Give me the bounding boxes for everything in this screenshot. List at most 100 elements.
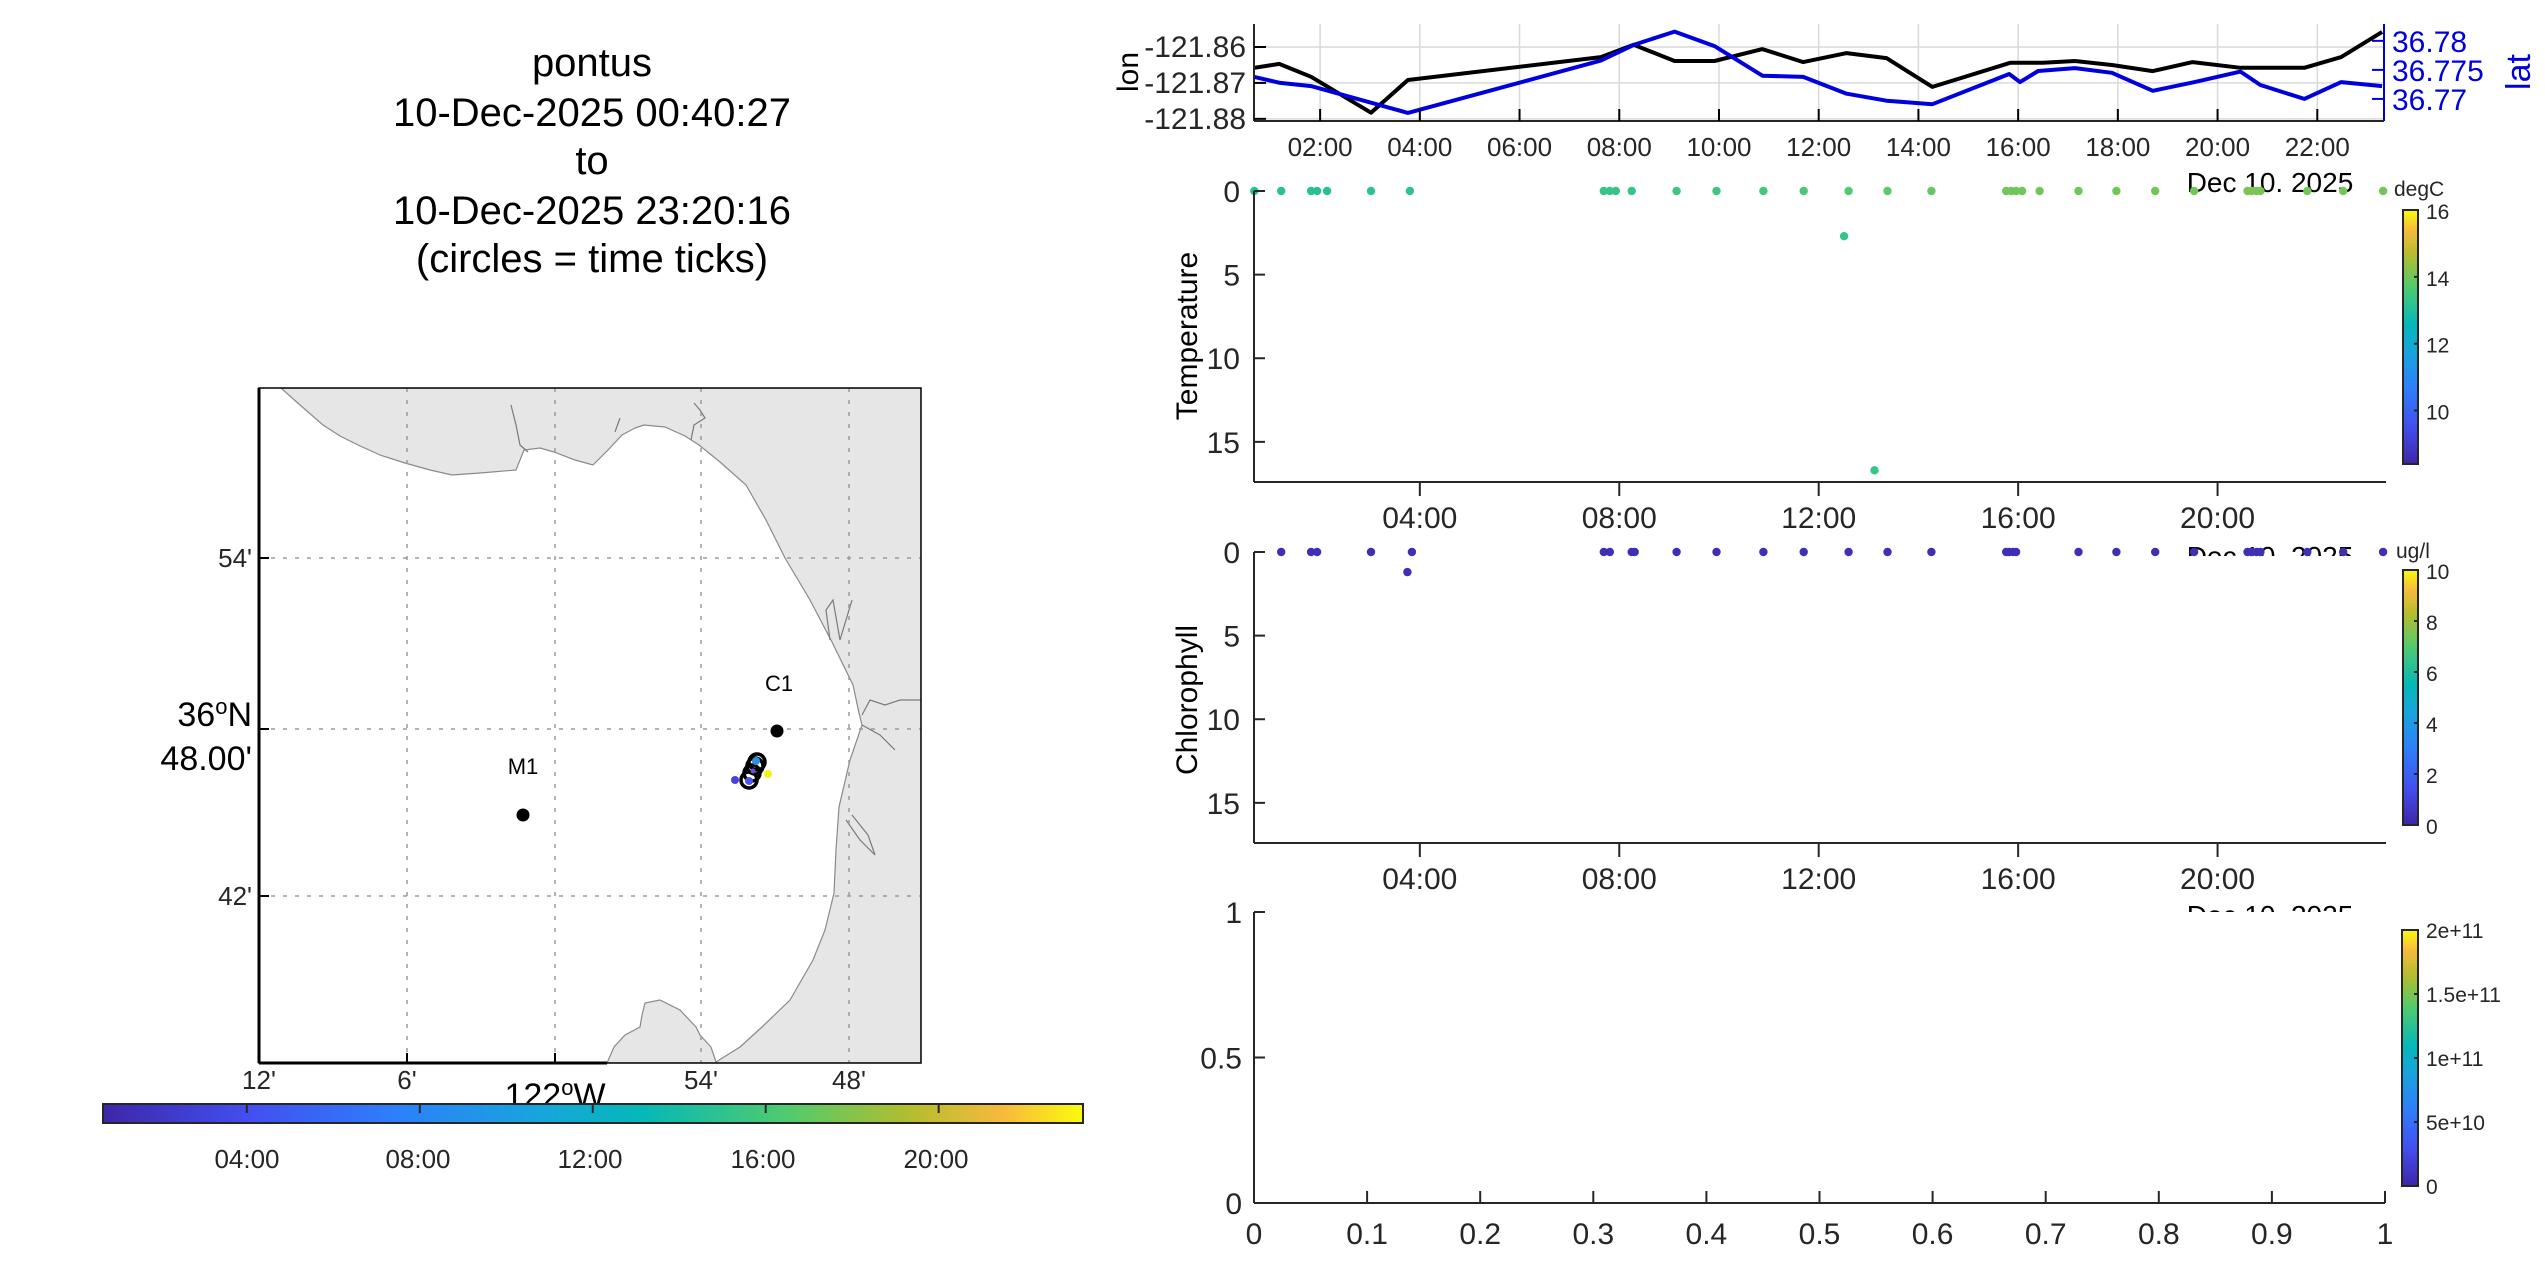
colorbar-tick-label: 12 [2426, 335, 2449, 358]
x-tick-label: 0.6 [1912, 1218, 1954, 1251]
map-lat-center-min: 48.00' [160, 740, 252, 778]
track-point [752, 757, 760, 765]
lon-axis-label: lon [1112, 52, 1145, 92]
time-tick-label: 06:00 [1487, 132, 1552, 162]
chlorophyll-colorbar [2402, 569, 2419, 826]
data-point [1366, 547, 1376, 557]
data-point [1322, 186, 1332, 196]
lon-tick-label: -121.88 [1144, 103, 1246, 136]
data-point [1630, 547, 1639, 557]
data-point [2303, 186, 2312, 196]
x-tick-label: 08:00 [1582, 502, 1657, 535]
data-point [1312, 186, 1322, 196]
time-tick-label: 20:00 [2185, 132, 2250, 162]
data-point [2378, 186, 2388, 196]
data-point [2074, 547, 2083, 557]
lat-tick-label: 36.775 [2392, 55, 2484, 88]
colorbar-tick-label: 5e+10 [2426, 1112, 2485, 1135]
data-point [1672, 186, 1681, 196]
y-tick-label: 5 [1223, 621, 1240, 654]
data-point [2017, 186, 2027, 196]
data-point [1712, 186, 1721, 196]
x-tick-label: 0.4 [1686, 1218, 1728, 1251]
data-point [2256, 547, 2265, 557]
lonlat-date-label: Dec 10. 2025 [2187, 167, 2354, 198]
map-lon-tick: 12' [242, 1065, 276, 1095]
y-tick-label: 0 [1223, 176, 1240, 209]
y-tick-label: 15 [1207, 427, 1240, 460]
chlorophyll-axis-label: Chlorophyll [1171, 625, 1204, 775]
lat-axis-label: lat [2500, 53, 2538, 89]
data-point [2256, 186, 2265, 196]
data-point [1712, 547, 1721, 557]
data-point [2151, 547, 2160, 557]
track-point [745, 777, 753, 785]
track-point [750, 768, 756, 774]
colorbar-tick-label: 0 [2426, 816, 2438, 839]
colorbar-tick-label: 1e+11 [2426, 1048, 2483, 1071]
temperature-y-ticks: 0 5 10 15 [1207, 176, 1265, 460]
colorbar-tick-label: 2 [2426, 765, 2438, 788]
station-m1-label: M1 [508, 754, 539, 779]
river-4 [825, 598, 853, 641]
map-lat-center-deg: 36oN [177, 694, 252, 734]
river-3 [690, 402, 706, 441]
chlorophyll-colorbar-unit: ug/l [2396, 540, 2430, 563]
data-point [1312, 547, 1322, 557]
chlorophyll-y-ticks: 0 5 10 15 [1207, 537, 1265, 821]
map-grid [259, 388, 921, 1063]
lon-tick-label: -121.87 [1144, 67, 1246, 100]
y-tick-label: 5 [1223, 260, 1240, 293]
time-colorbar-label: 08:00 [385, 1144, 450, 1174]
x-tick-label: 16:00 [1981, 502, 2056, 535]
x-tick-label: 0.1 [1346, 1218, 1388, 1251]
data-point [1605, 186, 1615, 196]
slough [845, 699, 921, 856]
x-tick-label: 0.9 [2251, 1218, 2293, 1251]
colorbar-tick-label: 8 [2426, 612, 2438, 635]
x-tick-label: 1 [2377, 1218, 2394, 1251]
lat-series-line [1253, 29, 2383, 115]
lonlat-grid [1254, 24, 2384, 121]
y-tick-label: 10 [1207, 343, 1240, 376]
y-tick-label: 10 [1207, 704, 1240, 737]
time-colorbar-label: 20:00 [903, 1144, 968, 1174]
track-map: 12' 6' 54' 48' 122oW 54' 42' 36oN 48.00'… [102, 387, 1084, 1174]
title-line-4: 10-Dec-2025 23:20:16 [393, 189, 791, 233]
colorbar-tick-label: 2e+11 [2426, 920, 2483, 943]
y-tick-label: 1 [1225, 897, 1242, 930]
y-tick-label: 0.5 [1200, 1043, 1242, 1076]
lon-series-line [1253, 30, 2384, 115]
data-point [1599, 186, 1609, 196]
empty-colorbar-ticks: 2e+11 1.5e+11 1e+11 5e+10 0 [2414, 920, 2501, 1199]
river-2 [614, 417, 621, 433]
land-north [280, 388, 921, 1063]
y-tick-label: 0 [1225, 1188, 1242, 1221]
data-point [2151, 186, 2160, 196]
data-point [2011, 547, 2021, 557]
track-point [764, 770, 772, 778]
colorbar-tick-label: 4 [2426, 714, 2438, 737]
data-point [1403, 567, 1412, 577]
data-point [2189, 186, 2199, 196]
colorbar-tick-label: 14 [2426, 268, 2450, 291]
station-c1-marker [770, 724, 784, 738]
data-point [1306, 547, 1316, 557]
data-point [2189, 547, 2199, 557]
map-lat-tick: 42' [218, 881, 252, 911]
data-point [2303, 547, 2312, 557]
data-point [1599, 547, 1609, 557]
title-line-2: 10-Dec-2025 00:40:27 [393, 91, 791, 135]
colorbar-tick-label: 10 [2426, 561, 2449, 584]
lat-tick-label: 36.78 [2392, 26, 2467, 59]
lonlat-time-ticks: 02:00 04:00 06:00 08:00 10:00 12:00 14:00 16:00… [1288, 109, 2350, 162]
map-lat-tick: 54' [218, 543, 252, 573]
time-tick-label: 10:00 [1686, 132, 1751, 162]
x-tick-label: 0.5 [1799, 1218, 1841, 1251]
temperature-colorbar [2402, 209, 2419, 465]
time-tick-label: 16:00 [1986, 132, 2051, 162]
title-line-1: pontus [532, 41, 652, 85]
data-point [2339, 547, 2348, 557]
